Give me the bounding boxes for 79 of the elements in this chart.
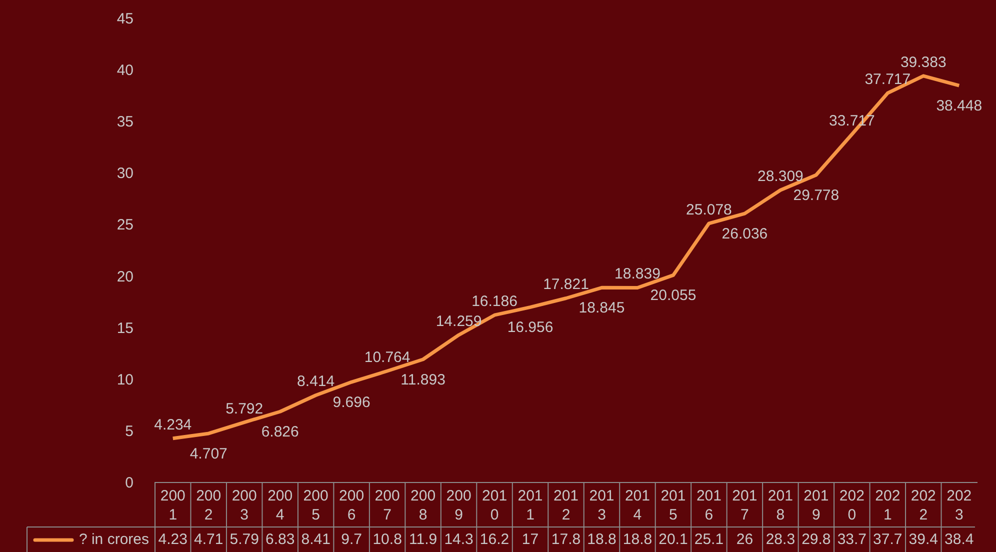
data-label: 11.893 (400, 371, 446, 388)
data-label: 28.309 (757, 168, 804, 186)
data-label: 29.778 (793, 186, 840, 204)
text: 26 (736, 531, 754, 548)
data-label: 37.717 (864, 71, 911, 88)
x-tick-label: 2006 (339, 488, 364, 524)
y-tick-label: 45 (116, 10, 134, 28)
data-label: 17.821 (543, 276, 589, 294)
text: 8.41 (301, 531, 330, 548)
data-label: 18.845 (578, 300, 625, 317)
data-label: 39.383 (900, 54, 946, 71)
x-tick-label: 2014 (624, 488, 650, 524)
x-tick-label: 2005 (303, 488, 328, 524)
text: 29.8 (802, 531, 831, 548)
y-tick-label: 20 (116, 268, 134, 286)
data-label: 8.414 (297, 373, 335, 390)
data-label: 38.448 (936, 98, 982, 115)
y-tick-label: 35 (116, 114, 134, 131)
text: 28.3 (766, 531, 796, 548)
data-label: 5.792 (226, 400, 264, 418)
x-tick-label: 2022 (910, 488, 936, 524)
data-label: 20.055 (650, 287, 696, 304)
data-label: 9.696 (332, 394, 370, 412)
x-tick-label: 2015 (660, 488, 686, 524)
text: 10.8 (372, 531, 402, 548)
y-tick-label: 40 (116, 62, 134, 80)
legend-label: ? in crores (78, 531, 149, 548)
x-tick-label: 2010 (482, 488, 508, 524)
x-tick-label: 2019 (804, 488, 829, 524)
data-label: 16.956 (507, 319, 554, 336)
data-label: 16.186 (472, 293, 518, 310)
text: 16.2 (480, 531, 510, 548)
text: 17 (522, 531, 539, 548)
x-tick-label: 2016 (696, 488, 722, 524)
text: 17.8 (551, 531, 581, 548)
text: 20.1 (658, 531, 688, 548)
data-label: 14.259 (436, 312, 482, 330)
text: 14.3 (444, 531, 474, 548)
y-tick-label: 5 (125, 422, 134, 440)
x-tick-label: 2012 (553, 488, 579, 524)
data-label: 4.234 (154, 416, 192, 434)
text: 9.7 (341, 531, 362, 548)
x-tick-label: 2001 (160, 488, 186, 524)
text: 39.4 (908, 531, 938, 548)
y-tick-label: 25 (116, 216, 134, 234)
x-tick-label: 2018 (768, 488, 793, 524)
data-label: 26.036 (722, 226, 768, 243)
x-tick-label: 2007 (374, 488, 400, 524)
x-tick-label: 2002 (196, 488, 222, 524)
y-tick-label: 10 (116, 371, 134, 388)
x-tick-label: 2023 (946, 488, 972, 524)
x-tick-label: 2011 (518, 488, 543, 524)
x-tick-label: 2013 (589, 488, 614, 524)
y-tick-label: 30 (116, 165, 134, 182)
text: 38.4 (944, 531, 974, 548)
x-tick-label: 2009 (446, 488, 472, 524)
y-tick-label: 0 (125, 474, 134, 492)
data-label: 4.707 (190, 445, 228, 462)
text: 25.1 (694, 531, 724, 548)
x-tick-label: 2008 (410, 488, 436, 524)
text: 11.9 (408, 531, 438, 548)
text: 33.7 (837, 531, 867, 548)
text: 5.79 (230, 531, 259, 548)
text: 6.83 (265, 531, 295, 548)
data-label: 10.764 (364, 349, 410, 366)
x-tick-label: 2021 (875, 488, 900, 524)
data-label: 18.839 (614, 266, 660, 283)
text: 18.8 (587, 531, 616, 548)
x-tick-label: 2017 (732, 488, 758, 524)
text: 37.7 (873, 531, 902, 548)
text: 4.71 (194, 531, 224, 548)
x-tick-label: 2020 (839, 488, 864, 524)
text: 18.8 (622, 531, 652, 548)
x-tick-label: 2004 (268, 488, 293, 524)
text: 4.23 (158, 531, 188, 548)
data-label: 25.078 (686, 201, 732, 218)
data-label: 6.826 (261, 424, 299, 441)
y-tick-label: 15 (116, 320, 134, 337)
x-tick-label: 2003 (232, 488, 257, 524)
